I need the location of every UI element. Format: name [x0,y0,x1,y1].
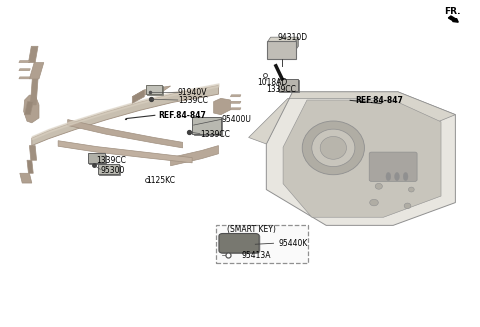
Text: 1125KC: 1125KC [147,176,176,185]
Polygon shape [27,160,33,173]
Polygon shape [283,100,441,217]
Text: REF.84-847: REF.84-847 [158,111,206,120]
FancyBboxPatch shape [278,79,298,91]
Polygon shape [132,86,170,97]
Polygon shape [20,173,32,183]
FancyBboxPatch shape [220,234,260,254]
Polygon shape [29,62,44,79]
FancyBboxPatch shape [279,80,300,92]
Text: 95413A: 95413A [242,251,271,260]
Text: 1339CC: 1339CC [96,156,126,165]
Polygon shape [19,69,30,71]
Polygon shape [58,141,192,163]
FancyArrow shape [448,16,458,22]
Text: 95440K: 95440K [278,239,308,249]
Polygon shape [19,77,30,79]
Ellipse shape [375,183,383,189]
FancyBboxPatch shape [267,41,296,59]
Ellipse shape [404,203,411,209]
FancyBboxPatch shape [98,164,119,174]
FancyBboxPatch shape [99,165,120,175]
FancyBboxPatch shape [193,118,222,135]
Polygon shape [230,101,241,103]
Text: (SMART KEY): (SMART KEY) [227,225,276,234]
Polygon shape [249,92,456,144]
Polygon shape [296,37,299,50]
FancyBboxPatch shape [146,85,162,94]
FancyBboxPatch shape [147,86,163,95]
Text: 95300: 95300 [100,165,125,175]
Ellipse shape [395,172,399,181]
Polygon shape [230,108,241,110]
FancyBboxPatch shape [219,233,259,253]
Text: 94310D: 94310D [277,33,308,42]
Text: FR.: FR. [444,7,460,16]
Polygon shape [266,92,456,225]
Polygon shape [214,98,230,115]
Text: 95400U: 95400U [222,115,252,124]
Polygon shape [68,120,182,148]
Polygon shape [24,95,39,123]
Ellipse shape [370,199,378,206]
Text: REF.84-847: REF.84-847 [355,96,403,105]
Text: 1339CC: 1339CC [266,85,296,95]
FancyBboxPatch shape [89,155,107,164]
Polygon shape [29,146,36,160]
Text: 1018AD: 1018AD [257,78,288,87]
Polygon shape [32,85,218,146]
Text: 91940V: 91940V [178,88,207,97]
Polygon shape [24,102,33,115]
Ellipse shape [408,187,414,192]
FancyBboxPatch shape [192,117,221,133]
FancyBboxPatch shape [369,152,417,181]
Polygon shape [19,60,30,62]
Text: 1339CC: 1339CC [200,130,229,139]
Polygon shape [230,95,241,97]
Ellipse shape [403,172,408,181]
FancyBboxPatch shape [216,225,308,264]
Polygon shape [268,37,299,42]
Ellipse shape [312,129,355,166]
Text: 1339CC: 1339CC [178,96,208,105]
Polygon shape [170,146,218,166]
Ellipse shape [302,121,364,175]
Polygon shape [28,46,38,62]
FancyBboxPatch shape [88,153,105,163]
Polygon shape [30,79,38,105]
Ellipse shape [320,136,347,159]
Polygon shape [132,90,144,103]
Ellipse shape [386,172,391,181]
